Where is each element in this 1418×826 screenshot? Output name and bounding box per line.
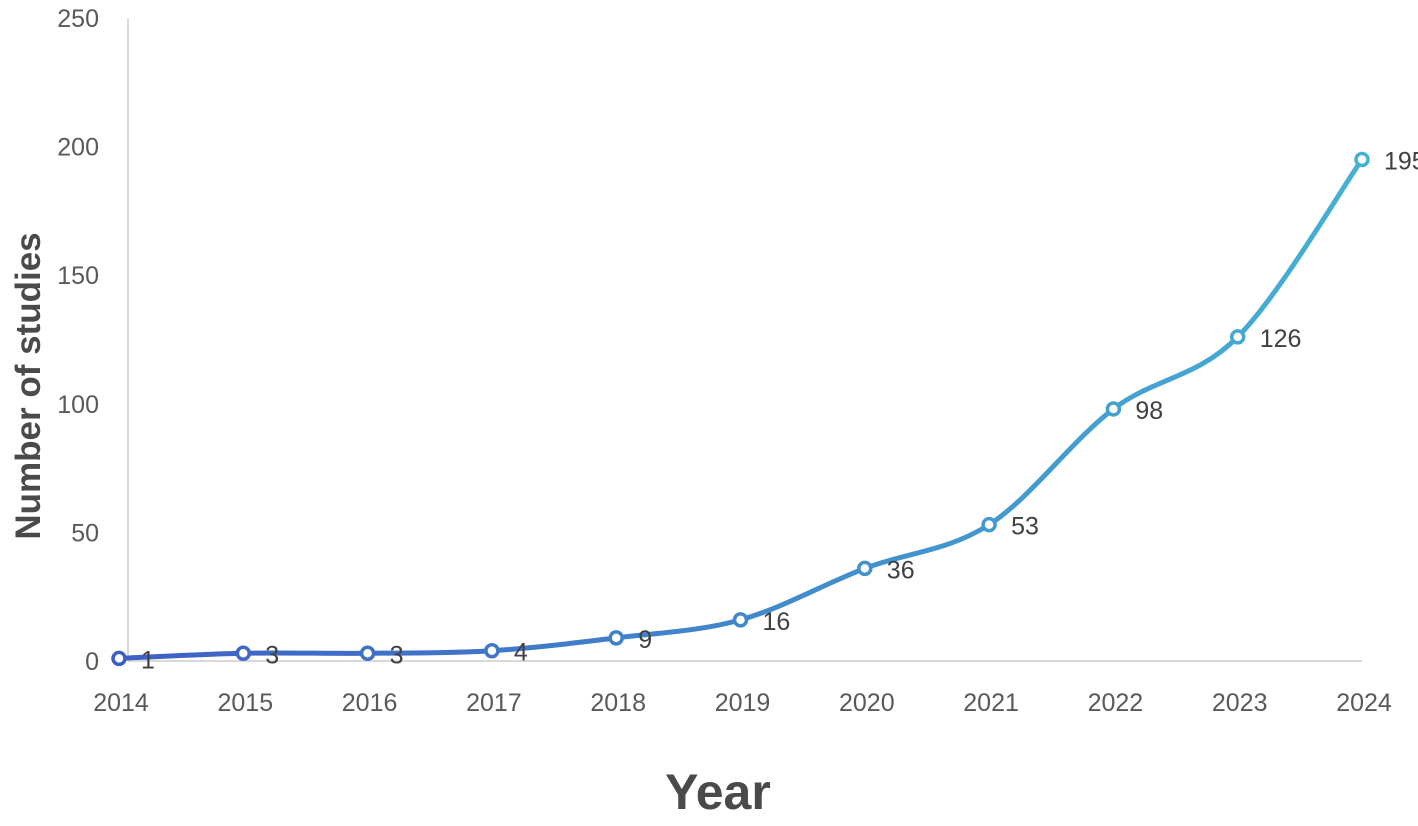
y-tick-label: 200 xyxy=(57,134,99,162)
data-label: 53 xyxy=(1011,513,1039,541)
series-line xyxy=(116,156,1365,661)
x-tick-label: 2023 xyxy=(1212,689,1268,717)
x-tick-label: 2019 xyxy=(715,689,771,717)
data-point-marker xyxy=(857,560,873,577)
y-axis-title: Number of studies xyxy=(9,232,48,539)
data-label: 36 xyxy=(887,556,915,584)
data-label: 4 xyxy=(514,639,528,667)
x-tick-label: 2022 xyxy=(1088,689,1144,717)
y-tick-label: 0 xyxy=(85,648,99,676)
y-tick-label: 250 xyxy=(57,5,99,33)
x-tick-label: 2018 xyxy=(590,689,646,717)
x-tick-label: 2020 xyxy=(839,689,895,717)
data-label: 3 xyxy=(390,641,404,669)
x-tick-label: 2017 xyxy=(466,689,522,717)
series xyxy=(116,156,1365,661)
data-label: 9 xyxy=(638,626,652,654)
data-point-marker xyxy=(732,612,749,628)
y-tick-label: 150 xyxy=(57,262,99,290)
data-point-marker xyxy=(1229,329,1246,345)
data-point-marker xyxy=(235,645,252,662)
y-tick-label: 50 xyxy=(71,519,99,547)
markers xyxy=(111,151,1370,667)
x-axis-title: Year xyxy=(665,764,771,820)
data-label: 3 xyxy=(265,641,279,669)
data-point-marker xyxy=(608,630,624,646)
x-tick-label: 2014 xyxy=(93,689,149,717)
x-tick-label: 2016 xyxy=(342,689,398,717)
data-label: 1 xyxy=(141,646,155,674)
x-tick-label: 2021 xyxy=(963,689,1019,717)
data-labels: 1 3 3 4 9 16 36 53 98 126 195 xyxy=(141,147,1418,674)
data-point-marker xyxy=(484,642,500,659)
axes: 0 50 100 150 200 250 2014 2015 2016 2017 2018 2019 2… xyxy=(57,5,1392,717)
data-label: 98 xyxy=(1135,397,1163,425)
data-point-marker xyxy=(981,516,997,533)
data-point-marker xyxy=(359,645,376,662)
data-label: 195 xyxy=(1384,147,1418,175)
data-point-marker xyxy=(111,650,127,667)
y-tick-label: 100 xyxy=(57,391,99,419)
x-tick-label: 2015 xyxy=(217,689,273,717)
data-point-marker xyxy=(1354,151,1370,168)
data-point-marker xyxy=(1105,401,1122,417)
x-tick-label: 2024 xyxy=(1336,689,1392,717)
data-label: 126 xyxy=(1260,325,1302,353)
data-label: 16 xyxy=(763,608,791,636)
